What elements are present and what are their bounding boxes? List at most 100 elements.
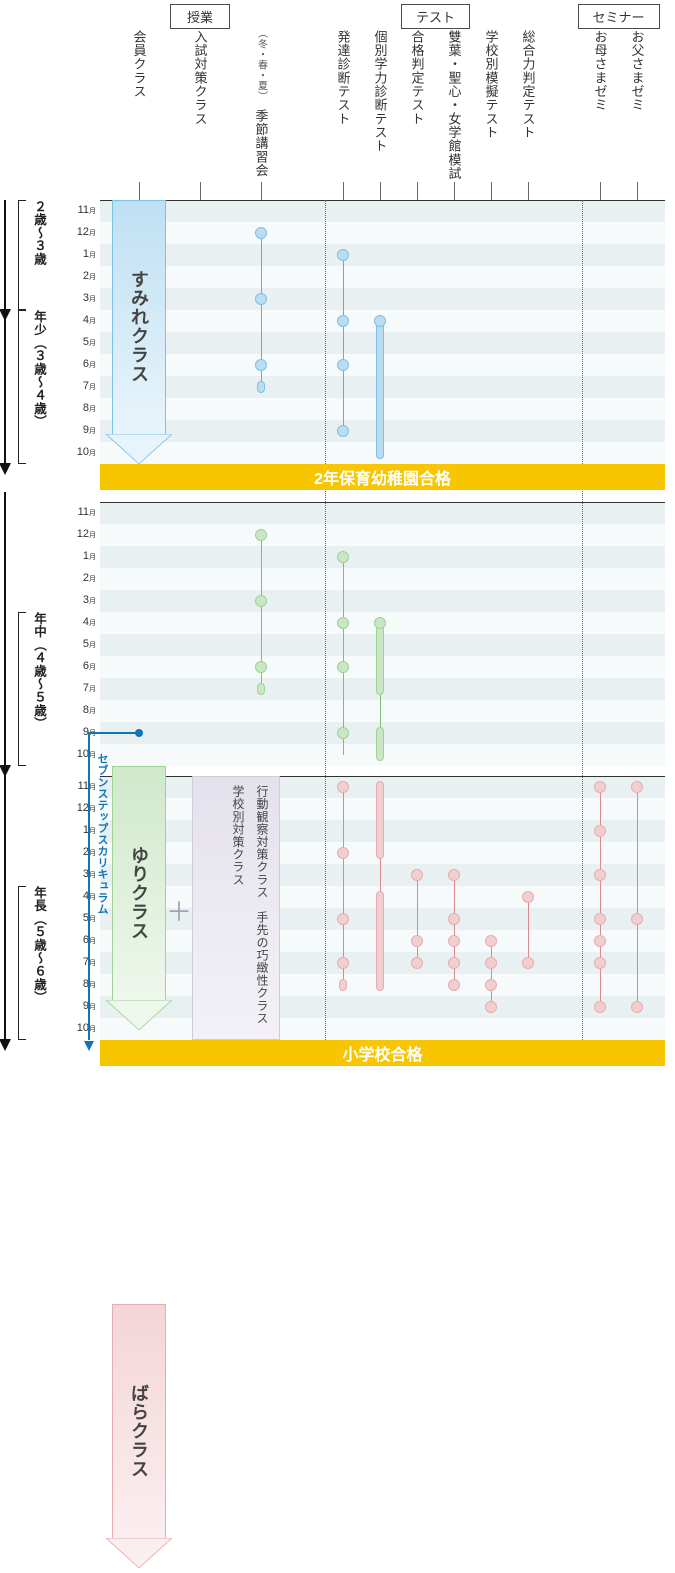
month-label: 1月 <box>72 248 96 260</box>
marker-dot <box>448 869 460 881</box>
col-head-s_dad: お父さまゼミ <box>628 30 647 112</box>
month-label: 5月 <box>72 912 96 924</box>
marker-dot <box>255 293 267 305</box>
marker-dot <box>337 661 349 673</box>
class-arrow-label: すみれクラス <box>112 230 166 424</box>
marker-dot <box>448 979 460 991</box>
col-head-c_member: 会員クラス <box>130 30 149 98</box>
marker-dot <box>337 551 349 563</box>
month-label: 9月 <box>72 1000 96 1012</box>
marker-dot <box>337 425 349 437</box>
marker-dot <box>337 359 349 371</box>
class-arrow-sec1: すみれクラス <box>112 200 166 464</box>
down-arrow-icon <box>0 462 11 480</box>
month-label: 12月 <box>72 528 96 540</box>
month-label: 4月 <box>72 890 96 902</box>
marker-dot <box>522 891 534 903</box>
marker-dot <box>448 913 460 925</box>
month-label: 7月 <box>72 682 96 694</box>
col-head-t_dev: 発達診断テスト <box>334 30 353 126</box>
col-head-s_mom: お母さまゼミ <box>591 30 610 112</box>
marker-dot <box>594 1001 606 1013</box>
category-tests: テスト <box>401 4 470 29</box>
col-head-t_futaba: 雙葉・聖心・女学館模試 <box>445 30 464 180</box>
month-label: 11月 <box>72 204 96 216</box>
month-label: 8月 <box>72 402 96 414</box>
marker-dot <box>594 957 606 969</box>
month-label: 6月 <box>72 934 96 946</box>
month-label: 8月 <box>72 978 96 990</box>
month-label: 1月 <box>72 824 96 836</box>
month-label: 2月 <box>72 270 96 282</box>
marker-dot <box>485 979 497 991</box>
age-label: 年長（５歳〜６歳） <box>30 886 49 1040</box>
month-label: 6月 <box>72 358 96 370</box>
col-head-c_season: 季節講習会 <box>252 109 271 177</box>
month-label: 10月 <box>72 446 96 458</box>
marker-dot <box>448 957 460 969</box>
marker-dot <box>374 617 386 629</box>
col-head-t_school: 学校別模擬テスト <box>482 30 501 139</box>
marker-dot <box>485 935 497 947</box>
marker-dot <box>411 957 423 969</box>
marker-dot <box>255 595 267 607</box>
class-arrow-label: ゆりクラス <box>112 796 166 990</box>
col-head-t_pass: 合格判定テスト <box>408 30 427 126</box>
month-label: 11月 <box>72 780 96 792</box>
marker-dot <box>594 935 606 947</box>
month-label: 5月 <box>72 336 96 348</box>
banner-sec3: 小学校合格 <box>100 1040 665 1066</box>
month-label: 9月 <box>72 424 96 436</box>
age-label: 年少（３歳〜４歳） <box>30 310 49 464</box>
month-label: 2月 <box>72 572 96 584</box>
marker-dot <box>255 227 267 239</box>
banner-sec1: 2年保育幼稚園合格 <box>100 464 665 490</box>
category-seminars: セミナー <box>578 4 660 29</box>
marker-dot <box>337 847 349 859</box>
marker-dot <box>337 781 349 793</box>
month-label: 12月 <box>72 226 96 238</box>
marker-dot <box>374 315 386 327</box>
class-arrow-sec2: ゆりクラス <box>112 766 166 1030</box>
col-sub-c_season: （冬・春・夏） <box>254 28 269 102</box>
marker-dot <box>631 1001 643 1013</box>
month-label: 3月 <box>72 868 96 880</box>
month-label: 10月 <box>72 748 96 760</box>
age-label: ２歳〜３歳 <box>30 200 49 310</box>
class-arrow-label: ばらクラス <box>112 1334 166 1528</box>
marker-dot <box>448 935 460 947</box>
marker-dot <box>255 359 267 371</box>
marker-dot <box>337 249 349 261</box>
marker-dot <box>411 869 423 881</box>
col-head-t_indiv: 個別学力診断テスト <box>371 30 390 153</box>
marker-dot <box>255 529 267 541</box>
month-label: 6月 <box>72 660 96 672</box>
marker-dot <box>485 957 497 969</box>
class-arrow-sec3: ばらクラス <box>112 1304 166 1568</box>
marker-dot <box>255 661 267 673</box>
month-label: 11月 <box>72 506 96 518</box>
month-label: 7月 <box>72 956 96 968</box>
month-label: 1月 <box>72 550 96 562</box>
marker-dot <box>594 869 606 881</box>
marker-dot <box>631 913 643 925</box>
month-label: 12月 <box>72 802 96 814</box>
down-arrow-icon <box>0 1038 11 1056</box>
month-label: 7月 <box>72 380 96 392</box>
month-label: 2月 <box>72 846 96 858</box>
side-box-exam: 行動観察対策クラス 手先の巧緻性クラス学校別対策クラス <box>192 776 280 1040</box>
month-label: 8月 <box>72 704 96 716</box>
month-label: 4月 <box>72 314 96 326</box>
marker-dot <box>594 781 606 793</box>
marker-dot <box>411 935 423 947</box>
month-label: 10月 <box>72 1022 96 1034</box>
marker-dot <box>594 913 606 925</box>
col-head-c_exam: 入試対策クラス <box>191 30 210 126</box>
category-lessons: 授業 <box>170 4 230 29</box>
month-label: 4月 <box>72 616 96 628</box>
marker-dot <box>337 957 349 969</box>
marker-dot <box>337 617 349 629</box>
marker-dot <box>485 1001 497 1013</box>
marker-dot <box>631 781 643 793</box>
marker-dot <box>337 727 349 739</box>
